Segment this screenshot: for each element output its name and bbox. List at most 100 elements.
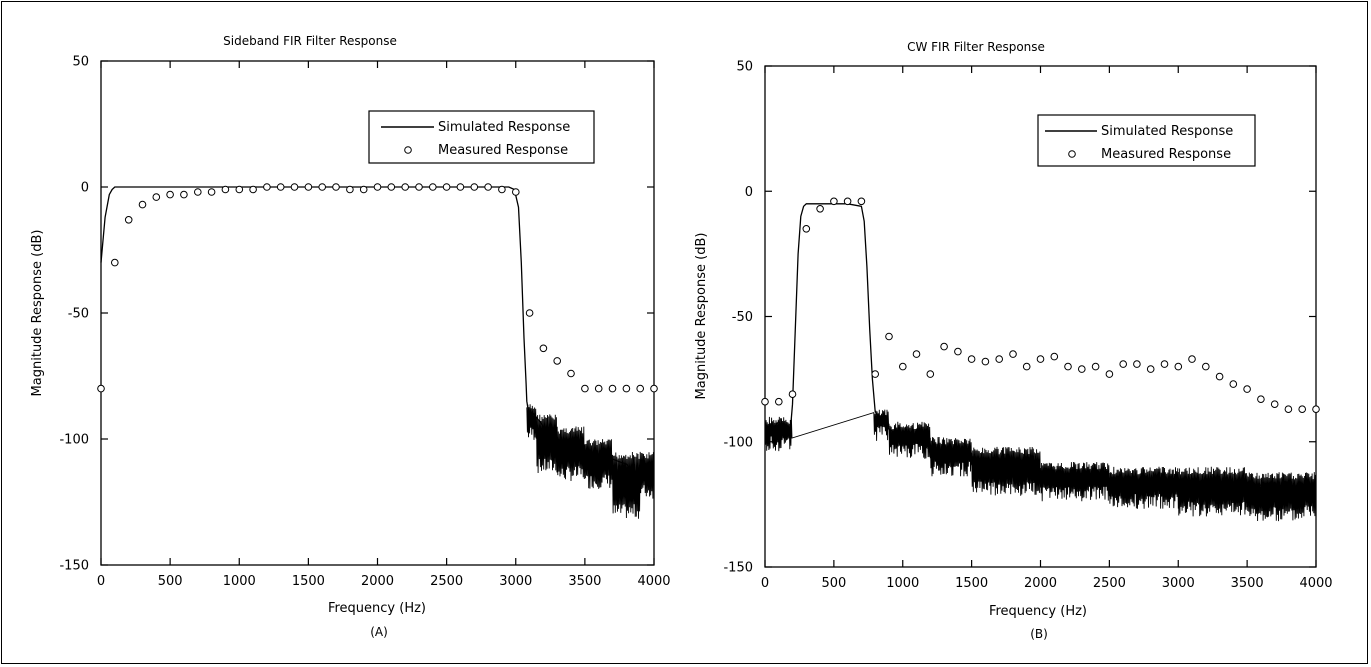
chart-a-measured-point-35: [581, 384, 589, 393]
chart-a-measured-point-32: [539, 344, 548, 353]
chart-a: Sideband FIR Filter Response 0 500 1000 150…: [30, 34, 671, 639]
chart-a-title: Sideband FIR Filter Response: [223, 34, 397, 48]
chart-a-measured-point-13: [276, 183, 285, 191]
chart-a-xlabel: Frequency (Hz): [328, 601, 426, 616]
chart-b-legend-simulated-label: Simulated Response: [1101, 124, 1233, 139]
chart-b-measured-point-28: [1146, 365, 1155, 373]
chart-a-measured-point-23: [415, 183, 423, 191]
chart-b-measured-point-7: [857, 197, 866, 206]
chart-a-measured-point-12: [263, 183, 271, 191]
chart-b-measured-point-32: [1202, 362, 1210, 371]
chart-b-measured-point-11: [912, 350, 921, 358]
chart-a-measured-point-5: [166, 190, 174, 199]
chart-b-xtick-label-7: 3500: [1231, 576, 1264, 591]
chart-a-measured-point-26: [456, 183, 465, 191]
chart-a-measured-point-21: [387, 183, 396, 191]
chart-b-measured-point-16: [981, 357, 990, 366]
chart-b-caption: (B): [1030, 627, 1048, 641]
chart-a-ytick-label-2: -50: [68, 307, 89, 322]
chart-b-ytick-label-2: -50: [732, 310, 753, 325]
chart-b-xtick-labels: 0 500 1000 1500 2000 2500 3000 3500 4000: [761, 576, 1333, 591]
chart-a-legend-box: [368, 110, 595, 164]
chart-b-xlabel: Frequency (Hz): [989, 604, 1087, 619]
chart-a-xtick-label-7: 3500: [568, 574, 601, 589]
chart-b-ticks: [764, 65, 1317, 568]
chart-a-measured-point-17: [332, 183, 340, 191]
chart-b-measured-point-36: [1257, 395, 1265, 404]
chart-b-simulated-series: [764, 203, 1317, 493]
chart-b-measured-point-38: [1284, 405, 1293, 414]
chart-a-measured-point-28: [484, 183, 492, 191]
chart-a-legend-measured-label: Measured Response: [438, 143, 568, 158]
chart-a-xtick-label-8: 4000: [637, 574, 670, 589]
chart-a-measured-point-1: [111, 258, 119, 267]
chart-a-simulated-series: [100, 186, 655, 473]
chart-b-measured-point-13: [940, 342, 948, 351]
chart-b-measured-point-34: [1229, 380, 1238, 388]
chart-b-measured-point-18: [1009, 350, 1017, 358]
chart-a-xtick-label-2: 1000: [223, 574, 256, 589]
chart-a-measured-point-4: [152, 193, 161, 201]
chart-b-legend-marker-swatch: [1068, 150, 1076, 158]
chart-a-measured-point-40: [650, 384, 658, 393]
chart-b: CW FIR Filter Response 0 500 1000 1500 2000 2…: [694, 40, 1333, 641]
chart-b-xtick-label-0: 0: [761, 576, 769, 591]
chart-b-xtick-label-6: 3000: [1162, 576, 1195, 591]
chart-b-measured-point-15: [967, 355, 976, 363]
chart-b-measured-point-8: [871, 370, 880, 378]
chart-b-measured-point-1: [775, 397, 783, 406]
chart-a-legend: Simulated Response Measured Response: [368, 110, 595, 164]
chart-a-measured-point-29: [498, 185, 506, 194]
chart-b-measured-series: [761, 197, 1320, 414]
chart-b-measured-point-5: [830, 197, 838, 206]
chart-b-ytick-labels: -150 -100 -50 0 50: [723, 60, 753, 576]
chart-b-measured-point-33: [1215, 372, 1224, 381]
chart-a-measured-point-30: [512, 188, 520, 196]
chart-b-measured-point-21: [1050, 352, 1059, 361]
chart-b-xtick-label-2: 1000: [886, 576, 919, 591]
chart-b-legend-measured-label: Measured Response: [1101, 147, 1231, 162]
chart-a-legend-simulated-label: Simulated Response: [438, 120, 570, 135]
chart-b-xtick-label-1: 500: [821, 576, 846, 591]
chart-b-measured-point-25: [1105, 370, 1114, 378]
chart-b-simulated-line: [764, 203, 1317, 493]
chart-a-ytick-label-0: -150: [59, 559, 89, 574]
chart-a-simulated-line: [100, 186, 655, 473]
chart-a-measured-point-19: [359, 185, 368, 194]
chart-a-xtick-label-5: 2500: [430, 574, 463, 589]
chart-a-legend-marker-swatch: [404, 146, 412, 154]
chart-a-xtick-labels: 0 500 1000 1500 2000 2500 3000 3500 4000: [97, 574, 671, 589]
chart-b-measured-point-40: [1312, 405, 1320, 414]
chart-a-measured-point-31: [525, 309, 534, 317]
chart-a-measured-point-39: [636, 384, 645, 393]
chart-a-xtick-label-0: 0: [97, 574, 105, 589]
chart-a-ytick-label-3: 0: [81, 181, 89, 196]
chart-a-measured-point-6: [180, 190, 188, 199]
chart-b-xtick-label-4: 2000: [1024, 576, 1057, 591]
chart-a-xtick-label-6: 3000: [499, 574, 532, 589]
chart-a-measured-point-25: [442, 183, 451, 191]
chart-b-xtick-label-5: 2500: [1093, 576, 1126, 591]
chart-b-measured-point-20: [1036, 355, 1045, 363]
chart-a-measured-point-34: [567, 369, 575, 378]
chart-a-measured-point-22: [401, 183, 410, 191]
chart-b-measured-point-37: [1270, 400, 1279, 409]
chart-b-measured-point-27: [1133, 360, 1141, 368]
chart-a-ylabel: Magnitude Response (dB): [30, 230, 45, 397]
chart-a-measured-point-9: [221, 185, 230, 194]
chart-a-ytick-label-4: 50: [72, 55, 89, 70]
chart-b-measured-point-2: [788, 390, 797, 399]
chart-b-measured-point-30: [1174, 362, 1183, 371]
chart-a-measured-point-38: [622, 384, 631, 393]
chart-a-measured-point-14: [290, 183, 299, 191]
chart-a-measured-point-3: [138, 200, 147, 209]
chart-a-noise-detail: [526, 404, 655, 519]
chart-a-ytick-label-1: -100: [59, 433, 89, 448]
chart-b-xtick-label-8: 4000: [1299, 576, 1332, 591]
chart-b-stopband-ripple: [764, 409, 1317, 522]
chart-b-ytick-label-0: -150: [723, 561, 753, 576]
chart-a-xtick-label-1: 500: [158, 574, 183, 589]
chart-b-measured-point-19: [1022, 362, 1031, 371]
chart-a-caption: (A): [370, 625, 388, 639]
